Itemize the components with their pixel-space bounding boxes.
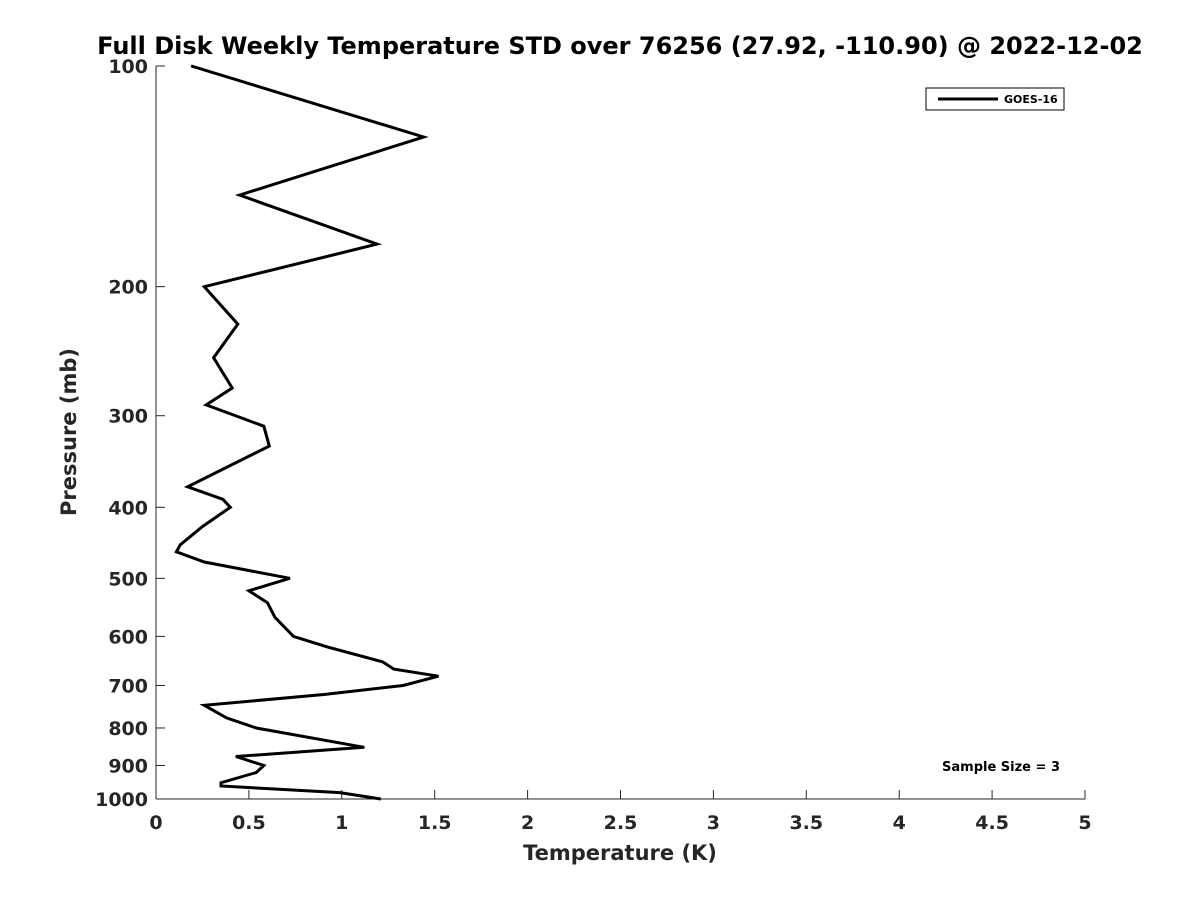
y-tick-label: 900 [108, 755, 148, 777]
data-point [239, 194, 241, 196]
data-point [339, 792, 341, 794]
data-point [213, 357, 215, 359]
x-tick-label: 2 [521, 812, 534, 834]
y-axis-title: Pressure (mb) [57, 348, 81, 516]
y-tick-label: 500 [108, 568, 148, 590]
data-point [376, 243, 378, 245]
data-point [255, 771, 257, 774]
data-point [203, 286, 205, 288]
x-tick-label: 4 [893, 812, 906, 834]
x-axis-title: Temperature (K) [523, 841, 717, 865]
sample-size-annotation: Sample Size = 3 [942, 760, 1060, 775]
chart-title: Full Disk Weekly Temperature STD over 76… [97, 32, 1143, 60]
x-tick-label: 2.5 [604, 812, 638, 834]
data-point [187, 486, 189, 488]
y-tick-label: 600 [108, 626, 148, 648]
data-point [190, 65, 192, 67]
data-point [437, 675, 439, 677]
y-tick-label: 400 [108, 497, 148, 519]
data-point [380, 798, 382, 800]
data-point [274, 616, 276, 618]
data-point [263, 425, 265, 427]
x-axis-ticks: 0 0.5 1 1.5 2 2.5 3 3.5 4 4.5 5 [149, 790, 1092, 834]
data-point [175, 551, 177, 553]
data-point [423, 136, 425, 138]
x-tick-label: 0.5 [232, 812, 266, 834]
y-tick-label: 200 [108, 277, 148, 299]
y-tick-label: 1000 [95, 789, 148, 811]
data-point [268, 445, 270, 447]
data-point [363, 746, 365, 748]
data-point [231, 387, 233, 389]
data-point [248, 590, 250, 592]
data-point [203, 561, 205, 563]
data-point [203, 704, 205, 706]
data-point [393, 668, 395, 670]
data-point [222, 498, 224, 500]
x-tick-label: 0 [149, 812, 162, 834]
data-point [205, 404, 207, 406]
data-point [402, 684, 404, 687]
data-point [229, 506, 231, 508]
data-point [292, 635, 295, 638]
data-point [226, 717, 228, 719]
data-point [382, 661, 384, 663]
data-point [289, 577, 291, 579]
x-tick-label: 5 [1078, 812, 1091, 834]
data-point [220, 782, 222, 784]
series-line-goes-16 [174, 64, 439, 801]
series-lines [174, 64, 439, 801]
y-tick-label: 800 [108, 718, 148, 740]
legend: GOES-16 [925, 87, 1065, 111]
legend-label-goes-16: GOES-16 [1004, 93, 1058, 106]
data-point [263, 764, 265, 767]
x-tick-label: 3.5 [789, 812, 823, 834]
data-point [266, 602, 269, 604]
y-tick-label: 300 [108, 406, 148, 428]
x-tick-label: 3 [707, 812, 720, 834]
data-point [326, 646, 328, 648]
y-tick-label: 700 [108, 675, 148, 697]
data-point [220, 785, 222, 787]
data-point [179, 544, 181, 546]
data-point [324, 693, 326, 696]
data-point [235, 755, 237, 758]
data-point [237, 323, 239, 325]
y-tick-label: 100 [108, 56, 148, 78]
data-point [201, 526, 203, 528]
x-tick-label: 1.5 [418, 812, 452, 834]
x-tick-label: 4.5 [975, 812, 1009, 834]
x-tick-label: 1 [335, 812, 348, 834]
y-axis-ticks: 100 200 300 400 500 600 700 800 900 1000 [95, 56, 165, 811]
data-point [255, 727, 257, 729]
